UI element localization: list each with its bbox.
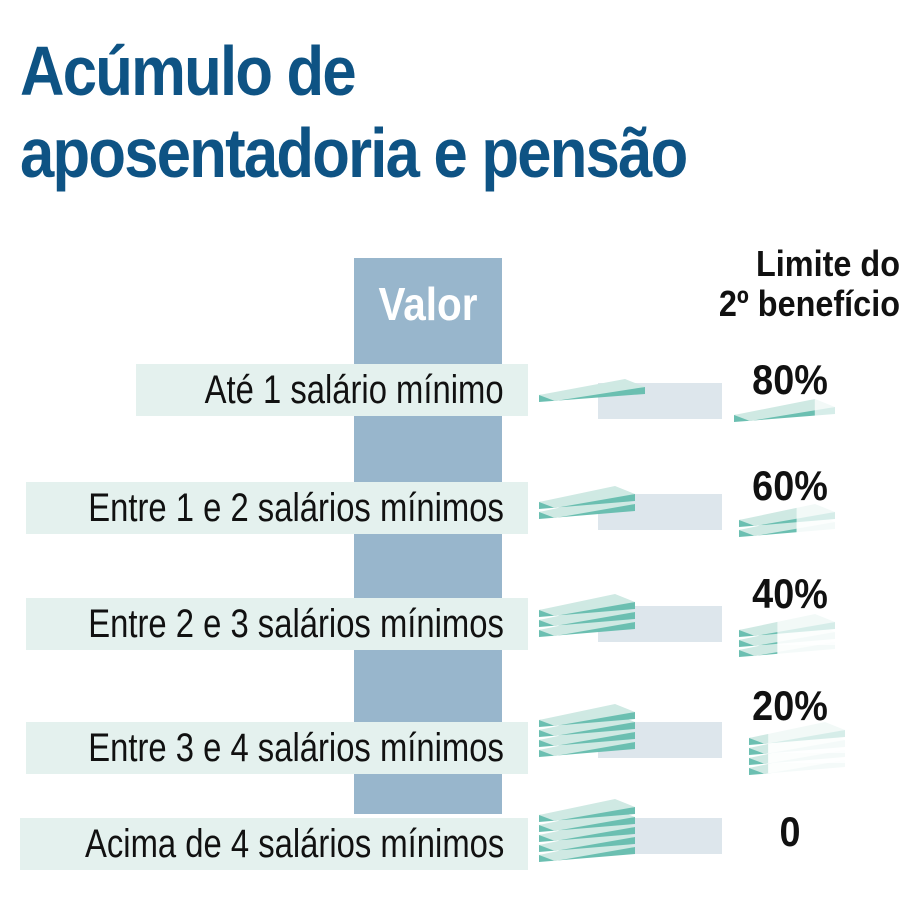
limited-cash-stack-icon: [739, 614, 837, 665]
limit-header-line-2: 2º benefício: [718, 283, 900, 324]
cash-stack-icon: [539, 486, 635, 519]
bill-layer: [539, 704, 635, 727]
row-band: [26, 482, 528, 534]
cash-stack-icon: [539, 379, 645, 402]
bill-layer: [539, 799, 635, 822]
bill-layer: [539, 486, 635, 509]
row-band: [26, 598, 528, 650]
row-label: Até 1 salário mínimo: [205, 368, 504, 412]
title-line-1: Acúmulo de: [20, 32, 357, 110]
bill-layer: [739, 504, 837, 535]
row-limit: 0: [779, 808, 801, 855]
cash-stack-icon: [539, 594, 635, 637]
bill-layer: [734, 399, 837, 430]
row-label: Entre 1 e 2 salários mínimos: [88, 486, 504, 530]
page-title: Acúmulo de aposentadoria e pensão: [20, 30, 688, 194]
limit-header: Limite do 2º benefício: [675, 244, 900, 324]
row-limit: 60%: [752, 462, 828, 509]
bill-layer: [739, 614, 837, 645]
limit-header-line-1: Limite do: [756, 243, 900, 284]
limited-cash-stack-icon: [734, 399, 837, 430]
cash-stack-icon: [539, 704, 635, 757]
bill-layer: [749, 722, 847, 753]
row-limit: 80%: [752, 356, 828, 403]
row-label: Entre 2 e 3 salários mínimos: [88, 602, 504, 646]
bill-layer: [539, 379, 645, 402]
row-label: Acima de 4 salários mínimos: [84, 822, 504, 866]
valor-header: Valor: [378, 278, 478, 330]
bill-layer: [539, 594, 635, 617]
row-limit: 40%: [752, 570, 828, 617]
row-limit: 20%: [752, 682, 828, 729]
limited-cash-stack-icon: [749, 722, 847, 783]
cash-stack-icon: [539, 799, 635, 862]
row-band: [26, 722, 528, 774]
row-band: [136, 364, 528, 416]
valor-column: [354, 258, 502, 814]
title-line-2: aposentadoria e pensão: [20, 114, 688, 192]
row-label: Entre 3 e 4 salários mínimos: [88, 726, 504, 770]
limited-cash-stack-icon: [739, 504, 837, 545]
row-band: [20, 818, 528, 870]
